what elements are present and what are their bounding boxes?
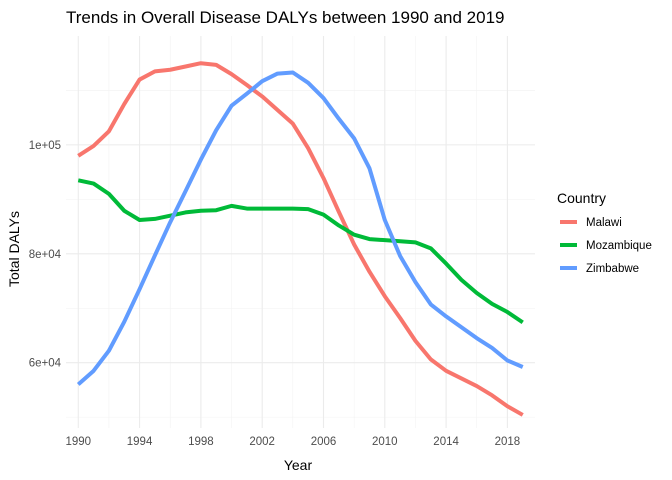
series-line-mozambique [77,178,524,325]
legend: Country Malawi Mozambique Zimbabwe [557,190,652,275]
x-axis-title: Year [284,457,313,473]
y-axis-title: Total DALYs [6,211,22,287]
x-tick-label: 2010 [372,436,398,448]
chart-title: Trends in Overall Disease DALYs between … [66,8,504,27]
y-tick-label: 1e+05 [29,140,61,152]
x-tick-label: 2002 [249,436,275,448]
series-line-malawi [77,61,524,417]
legend-label-mozambique: Mozambique [586,240,652,252]
x-tick-label: 2018 [495,436,521,448]
series-lines [76,61,524,417]
x-tick-label: 1998 [188,436,214,448]
legend-title: Country [557,190,606,206]
series-line-zimbabwe [76,70,524,386]
y-tick-label: 8e+04 [29,249,62,261]
x-tick-label: 2014 [433,436,459,448]
x-tick-label: 1994 [127,436,153,448]
y-tick-label: 6e+04 [29,358,62,370]
y-axis-ticks: 6e+04 8e+04 1e+05 [29,140,62,370]
x-axis-ticks: 1990 1994 1998 2002 2006 2010 2014 2018 [65,436,520,448]
x-tick-label: 1990 [65,436,91,448]
x-tick-label: 2006 [311,436,337,448]
legend-label-malawi: Malawi [586,217,622,229]
plot-grid [66,36,535,428]
legend-label-zimbabwe: Zimbabwe [586,263,639,275]
